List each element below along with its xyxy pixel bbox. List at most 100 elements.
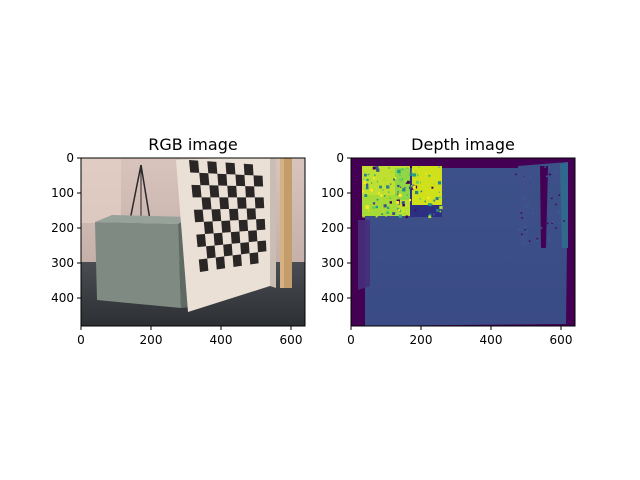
- depth-speckle-pixel: [368, 173, 370, 175]
- depth-speckle-pixel: [363, 178, 365, 180]
- depth-speckle-pixel: [379, 185, 382, 189]
- depth-speckle-pixel: [402, 188, 406, 192]
- depth-xtick-label: 400: [480, 333, 503, 347]
- depth-speckle-pixel: [527, 204, 529, 207]
- depth-speckle-pixel: [367, 174, 369, 176]
- depth-speckle-pixel: [389, 201, 392, 204]
- depth-speckle-pixel: [418, 166, 420, 168]
- depth-speckle-pixel: [364, 173, 367, 177]
- depth-speckle-pixel: [562, 194, 564, 196]
- depth-speckle-pixel: [438, 166, 440, 168]
- depth-speckle-pixel: [401, 201, 405, 205]
- depth-speckle-pixel: [429, 213, 432, 216]
- depth-speckle-pixel: [547, 235, 550, 238]
- checker-square: [219, 197, 230, 210]
- rgb-ytick-label: 200: [51, 221, 74, 235]
- depth-speckle-pixel: [433, 183, 435, 185]
- checker-square: [235, 174, 246, 187]
- depth-speckle-pixel: [438, 196, 441, 199]
- rgb-xtick-label: 200: [140, 333, 163, 347]
- checker-square: [243, 163, 254, 176]
- depth-speckle-pixel: [384, 183, 386, 186]
- depth-speckle-pixel: [548, 173, 551, 176]
- depth-speckle-pixel: [415, 190, 419, 195]
- depth-speckle-pixel: [405, 207, 409, 211]
- depth-speckle-pixel: [368, 210, 370, 212]
- rgb-ytick-label: 400: [51, 291, 74, 305]
- depth-speckle-pixel: [524, 197, 526, 200]
- checker-square: [248, 230, 258, 243]
- depth-speckle-pixel: [383, 177, 386, 181]
- checker-square: [209, 185, 220, 198]
- depth-speckle-pixel: [388, 167, 390, 169]
- depth-speckle-pixel: [540, 227, 543, 229]
- depth-speckle-pixel: [549, 173, 552, 176]
- checker-square: [238, 219, 249, 232]
- depth-speckle-pixel: [386, 211, 389, 214]
- depth-speckle-pixel: [372, 177, 375, 180]
- depth-ytick-label: 400: [321, 291, 344, 305]
- depth-axes: Depth image 0 200 400 600 0 100 200 300 400: [321, 135, 576, 347]
- depth-speckle-pixel: [364, 194, 368, 197]
- depth-speckle-pixel: [381, 210, 384, 213]
- depth-speckle-pixel: [409, 186, 411, 189]
- depth-speckle-pixel: [420, 182, 422, 184]
- depth-speckle-pixel: [399, 173, 402, 176]
- depth-speckle-pixel: [548, 239, 550, 241]
- depth-speckle-pixel: [439, 210, 442, 213]
- depth-speckle-pixel: [404, 213, 406, 215]
- depth-speckle-pixel: [390, 183, 392, 185]
- depth-speckle-pixel: [405, 215, 409, 219]
- depth-speckle-pixel: [395, 193, 399, 197]
- depth-speckle-pixel: [394, 177, 397, 180]
- depth-speckle-pixel: [365, 205, 369, 209]
- depth-speckle-pixel: [386, 185, 390, 189]
- depth-speckle-pixel: [558, 194, 561, 196]
- depth-speckle-pixel: [397, 169, 401, 174]
- depth-speckle-pixel: [370, 188, 374, 192]
- depth-speckle-pixel: [373, 174, 376, 177]
- depth-speckle-pixel: [432, 213, 435, 216]
- depth-speckle-pixel: [438, 191, 440, 193]
- depth-speckle-pixel: [563, 244, 566, 247]
- checker-square: [249, 252, 259, 265]
- depth-speckle-pixel: [402, 203, 405, 207]
- depth-speckle-pixel: [521, 233, 523, 236]
- checker-square: [201, 197, 212, 210]
- rgb-xtick-label: 0: [77, 333, 85, 347]
- depth-speckle-pixel: [381, 192, 384, 195]
- rgb-ytick-label: 0: [66, 151, 74, 165]
- checker-square: [206, 245, 216, 259]
- checker-square: [229, 208, 239, 221]
- depth-speckle-pixel: [555, 203, 557, 206]
- depth-speckle-pixel: [382, 189, 384, 191]
- depth-speckle-pixel: [406, 180, 410, 184]
- depth-speckle-pixel: [376, 168, 380, 172]
- checker-square: [254, 197, 265, 209]
- depth-speckle-pixel: [431, 186, 434, 189]
- depth-speckle-pixel: [433, 199, 436, 202]
- depth-speckle-pixel: [366, 183, 368, 186]
- depth-speckle-pixel: [522, 177, 525, 179]
- depth-speckle-pixel: [371, 182, 373, 184]
- checker-square: [221, 220, 231, 233]
- depth-speckle-pixel: [404, 187, 406, 189]
- checker-square: [189, 160, 200, 173]
- depth-ticks: 0 200 400 600 0 100 200 300 400: [321, 151, 572, 347]
- depth-speckle-pixel: [532, 212, 534, 214]
- depth-speckle-pixel: [381, 213, 383, 215]
- checker-square: [196, 234, 207, 248]
- depth-speckle-pixel: [551, 197, 553, 200]
- depth-speckle-pixel: [428, 203, 432, 207]
- depth-speckle-pixel: [436, 209, 439, 212]
- depth-speckle-pixel: [375, 166, 379, 170]
- depth-speckle-pixel: [555, 227, 557, 229]
- checker-square: [211, 209, 222, 222]
- checker-square: [230, 231, 241, 244]
- checker-square: [256, 218, 266, 231]
- rgb-axes: RGB image 0 200 400 600 0 100 200 300 400: [51, 135, 306, 347]
- depth-speckle-pixel: [365, 186, 369, 190]
- depth-speckle-pixel: [397, 207, 400, 210]
- checkerboard: [189, 160, 267, 272]
- depth-speckle-pixel: [398, 209, 401, 212]
